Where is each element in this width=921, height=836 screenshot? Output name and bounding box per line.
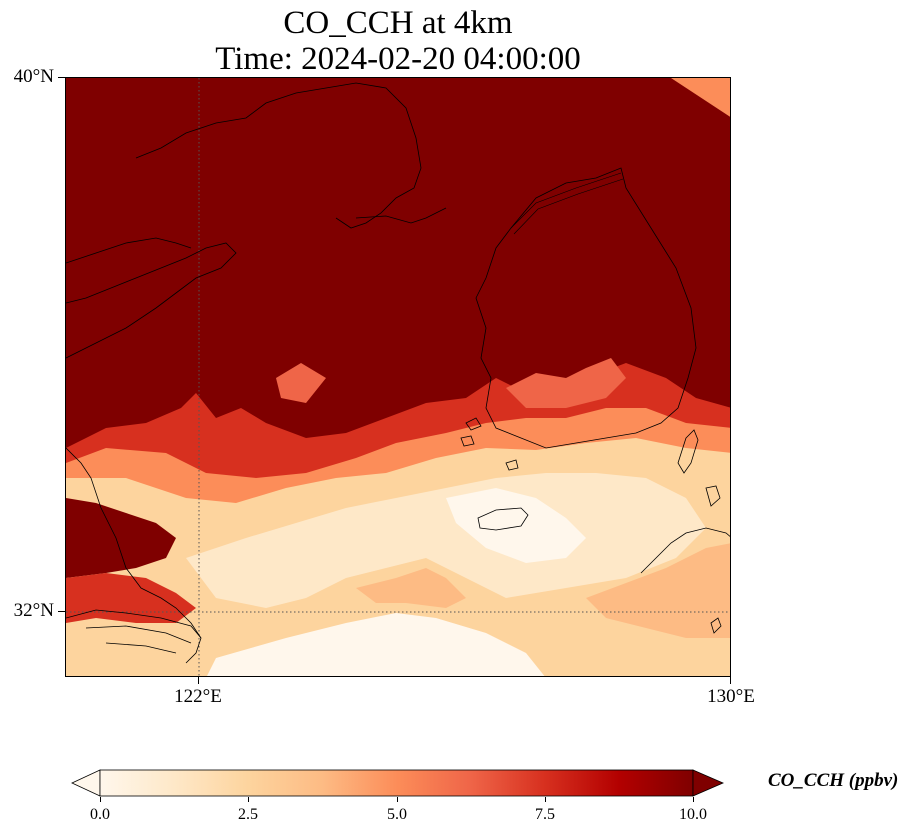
co-field-pale xyxy=(186,473,706,608)
co-blob-1 xyxy=(276,363,326,403)
co-field-low-south xyxy=(207,613,545,676)
colorbar-svg xyxy=(71,769,725,797)
lon-tick-130e xyxy=(730,677,731,684)
co-field-mid-southeast xyxy=(586,543,730,638)
colorbar-tick-2 xyxy=(397,797,398,802)
colorbar-gradient xyxy=(99,769,694,797)
lat-label-32n: 32°N xyxy=(13,600,54,621)
lat-tick-40n xyxy=(58,77,65,78)
map-title-line1: CO_CCH at 4km xyxy=(283,5,513,41)
colorbar-tick-label-1: 2.5 xyxy=(238,806,258,823)
map-title-line2: Time: 2024-02-20 04:00:00 xyxy=(215,41,581,77)
colorbar-tick-label-4: 10.0 xyxy=(679,806,707,823)
colorbar-tick-0 xyxy=(100,797,101,802)
co-field-mid-south xyxy=(356,568,466,608)
co-blob-2 xyxy=(506,358,626,408)
colorbar-extend-max xyxy=(692,769,725,797)
colorbar-tick-label-0: 0.0 xyxy=(90,806,110,823)
lat-tick-32n xyxy=(58,611,65,612)
colorbar-label: CO_CCH (ppbv) xyxy=(768,770,899,791)
colorbar-tick-3 xyxy=(545,797,546,802)
co-field-west-pocket xyxy=(66,498,176,578)
lon-label-122e: 122°E xyxy=(174,686,222,707)
map-panel xyxy=(65,77,731,677)
colorbar-extend-min xyxy=(71,769,101,797)
lon-tick-122e xyxy=(198,677,199,684)
lat-label-40n: 40°N xyxy=(13,66,54,87)
co-field-lowest xyxy=(446,488,586,563)
colorbar-tick-4 xyxy=(693,797,694,802)
colorbar-tick-label-2: 5.0 xyxy=(387,806,407,823)
colorbar-tick-label-3: 7.5 xyxy=(535,806,555,823)
colorbar xyxy=(70,769,725,799)
lon-label-130e: 130°E xyxy=(707,686,755,707)
map-svg xyxy=(66,78,730,676)
colorbar-tick-1 xyxy=(248,797,249,802)
coastlines xyxy=(66,82,730,664)
